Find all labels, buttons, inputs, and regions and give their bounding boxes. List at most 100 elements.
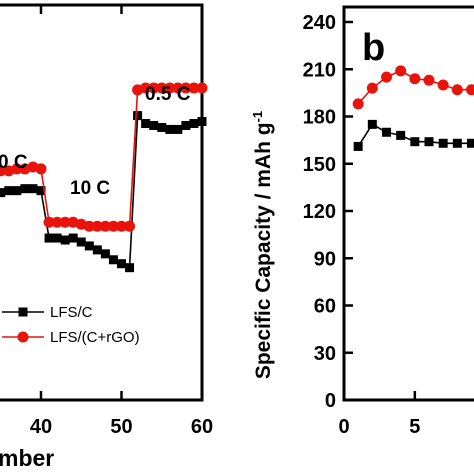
panel-a-legend: LFS/C LFS/(C+rGO) xyxy=(2,304,140,346)
legend-marker xyxy=(18,307,28,317)
panel-b-point-lfs-c-rgo xyxy=(423,74,435,86)
panel-a-point-lfs-c xyxy=(173,124,183,134)
panel-b-point-lfs-c xyxy=(452,138,462,148)
panel-a-point-lfs-c xyxy=(165,124,175,134)
panel-a-point-lfs-c xyxy=(36,186,46,196)
panel-a-point-lfs-c xyxy=(197,117,207,127)
panel-b-y-tick-label: 150 xyxy=(303,154,336,176)
panel-b-y-tick-label: 210 xyxy=(303,59,336,81)
panel-a-point-lfs-c-rgo xyxy=(107,220,119,232)
rate-label-10c: 10 C xyxy=(70,178,110,199)
panel-a-point-lfs-c xyxy=(117,259,126,269)
panel-a-point-lfs-c-rgo xyxy=(148,82,160,94)
panel-b-y-axis-label: Specific Capacity / mAh g-1 xyxy=(250,111,275,379)
panel-a-point-lfs-c-rgo xyxy=(99,220,111,232)
panel-b-point-lfs-c xyxy=(410,137,420,147)
panel-a-point-lfs-c xyxy=(92,245,102,255)
panel-b-point-lfs-c xyxy=(467,138,474,148)
legend-label: LFS/C xyxy=(50,304,93,321)
panel-a-series xyxy=(0,82,208,273)
panel-b-point-lfs-c-rgo xyxy=(451,84,463,96)
panel-b-plot-frame xyxy=(342,5,474,402)
panel-a-point-lfs-c xyxy=(133,111,143,121)
panel-a-point-lfs-c xyxy=(108,255,118,265)
panel-a-point-lfs-c xyxy=(149,120,159,130)
panel-a-point-lfs-c-rgo xyxy=(188,82,200,94)
panel-b-y-tick-label: 180 xyxy=(303,107,336,129)
panel-b-x-tick-labels: 0510 xyxy=(338,416,420,438)
panel-a-point-lfs-c-rgo xyxy=(156,82,168,94)
panel-b-point-lfs-c xyxy=(382,127,391,137)
panel-a-plot-frame xyxy=(0,3,204,402)
legend-marker xyxy=(17,331,29,343)
panel-b-x-tick-label: 0 xyxy=(338,416,349,438)
panel-a-point-lfs-c-rgo xyxy=(11,163,23,175)
panel-a-point-lfs-c xyxy=(157,122,167,132)
panel-b-point-lfs-c xyxy=(353,141,363,151)
panel-b-point-lfs-c-rgo xyxy=(409,73,421,85)
panel-a-axes-lines xyxy=(0,3,204,402)
panel-a-point-lfs-c-rgo xyxy=(172,82,184,94)
panel-a-series-line-lfs-c-rgo xyxy=(0,87,202,227)
panel-a-point-lfs-c xyxy=(52,233,62,243)
panel-b-point-lfs-c-rgo xyxy=(466,84,474,96)
panel-a-point-lfs-c xyxy=(141,119,151,128)
panel-b-point-lfs-c xyxy=(424,137,434,147)
panel-a-point-lfs-c-rgo xyxy=(116,220,127,232)
panel-b-series xyxy=(352,65,474,151)
panel-a-point-lfs-c xyxy=(0,188,6,198)
legend-label: LFS/(C+rGO) xyxy=(50,329,140,346)
panel-b-tick-marks xyxy=(342,20,417,402)
panel-b-y-tick-label: 60 xyxy=(314,296,336,318)
panel-b-point-lfs-c xyxy=(396,130,406,140)
panel-a-point-lfs-c-rgo xyxy=(124,220,136,232)
panel-a-x-tick-label: 50 xyxy=(110,416,132,438)
panel-b-point-lfs-c-rgo xyxy=(395,65,407,77)
panel-b-axes-lines xyxy=(342,5,474,402)
panel-b-point-lfs-c-rgo xyxy=(437,79,449,91)
panel-a-point-lfs-c xyxy=(76,237,86,247)
panel-a-point-lfs-c xyxy=(12,186,22,196)
panel-b-y-tick-labels: 0 30 60 90 120 150 180 210 240 xyxy=(303,12,336,412)
panel-a-tick-marks xyxy=(39,5,204,400)
panel-a-point-lfs-c-rgo xyxy=(43,216,55,228)
panel-a-point-lfs-c xyxy=(181,120,191,130)
panel-b-y-tick-label: 0 xyxy=(325,390,336,412)
panel-a-point-lfs-c xyxy=(84,241,94,251)
panel-a-point-lfs-c-rgo xyxy=(51,216,63,228)
panel-a-point-lfs-c xyxy=(60,235,70,245)
panel-a-point-lfs-c-rgo xyxy=(140,82,152,94)
panel-a-point-lfs-c-rgo xyxy=(35,163,47,175)
panel-b-point-lfs-c-rgo xyxy=(352,98,364,110)
panel-b-y-tick-label: 240 xyxy=(303,12,336,34)
panel-a-point-lfs-c-rgo xyxy=(196,82,208,94)
panel-b-point-lfs-c-rgo xyxy=(381,71,392,83)
panel-a-point-lfs-c-rgo xyxy=(164,82,176,94)
panel-a-point-lfs-c xyxy=(44,233,54,243)
panel-b-letter: b xyxy=(362,27,385,69)
panel-b-x-tick-label: 5 xyxy=(409,416,420,438)
panel-a-point-lfs-c-rgo xyxy=(91,220,103,232)
panel-a-point-lfs-c-rgo xyxy=(83,220,95,232)
rate-label-0-5c: 0.5 C xyxy=(145,84,191,105)
y-axis-label-main: Specific Capacity / mAh g xyxy=(252,122,275,379)
panel-a-point-lfs-c-rgo xyxy=(180,82,192,94)
panel-a-x-axis-label: mber xyxy=(0,445,54,471)
panel-b-point-lfs-c-rgo xyxy=(366,82,378,94)
panel-a-point-lfs-c xyxy=(68,233,78,243)
y-axis-label-superscript: -1 xyxy=(250,111,265,123)
rate-label-0c: 0 C xyxy=(0,152,28,173)
panel-b-y-tick-label: 90 xyxy=(314,248,336,270)
panel-a-point-lfs-c xyxy=(28,184,38,194)
panel-a-x-tick-labels: 40 50 60 xyxy=(30,416,213,438)
panel-a-point-lfs-c xyxy=(4,186,14,196)
panel-b-y-tick-label: 120 xyxy=(303,201,336,223)
panel-a-chart: 40 50 60 0 C 10 C 0.5 C LFS/C LFS/(C+rGO) m… xyxy=(0,3,213,471)
panel-b-y-tick-label: 30 xyxy=(314,343,336,365)
panel-a-x-tick-label: 60 xyxy=(191,416,213,438)
panel-a-point-lfs-c xyxy=(125,263,135,273)
panel-b-point-lfs-c xyxy=(438,138,448,148)
panel-a-point-lfs-c xyxy=(20,184,30,194)
panel-a-point-lfs-c-rgo xyxy=(59,216,71,228)
